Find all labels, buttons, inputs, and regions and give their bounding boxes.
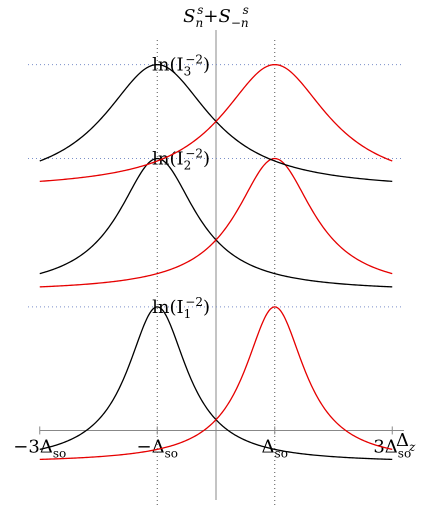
curve-level3-red [39,63,393,182]
x-tick-label-0: −3Δso [13,436,66,460]
x-axis-label: Δz [396,430,416,454]
level-label-2: ln(I2−2) [152,147,210,173]
curve-level1-red [39,306,393,461]
level-label-3: ln(I3−2) [152,53,210,79]
y-axis-label: Sns+S−ns [183,3,249,30]
x-tick-label-1: −Δso [137,436,178,460]
curve-level2-red [39,157,393,288]
level-label-1: ln(I1−2) [152,295,210,321]
